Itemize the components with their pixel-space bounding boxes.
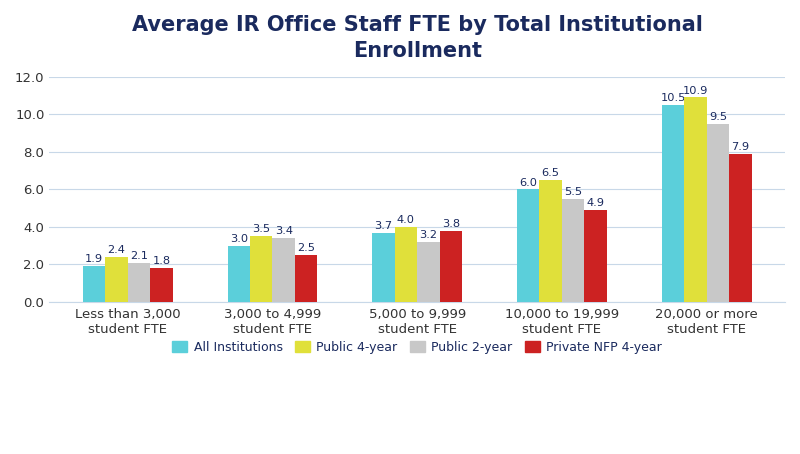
Text: 6.0: 6.0 <box>519 178 538 188</box>
Bar <box>394 227 417 302</box>
Text: 9.5: 9.5 <box>709 112 727 122</box>
Text: 5.5: 5.5 <box>564 187 582 197</box>
Text: 3.2: 3.2 <box>419 230 438 240</box>
Bar <box>539 180 562 302</box>
Text: 7.9: 7.9 <box>731 142 750 152</box>
Text: 3.8: 3.8 <box>442 219 460 229</box>
Text: 4.0: 4.0 <box>397 215 415 225</box>
Text: 1.9: 1.9 <box>85 254 103 264</box>
Bar <box>82 266 106 302</box>
Text: 3.7: 3.7 <box>374 221 393 231</box>
Legend: All Institutions, Public 4-year, Public 2-year, Private NFP 4-year: All Institutions, Public 4-year, Public … <box>167 336 667 359</box>
Text: 2.1: 2.1 <box>130 251 148 261</box>
Text: 10.9: 10.9 <box>682 86 708 96</box>
Bar <box>295 255 318 302</box>
Bar <box>584 210 607 302</box>
Bar <box>706 124 729 302</box>
Text: 3.5: 3.5 <box>252 224 270 234</box>
Bar <box>106 257 128 302</box>
Text: 4.9: 4.9 <box>586 198 605 208</box>
Text: 2.4: 2.4 <box>107 245 126 255</box>
Bar <box>517 189 539 302</box>
Bar <box>250 236 273 302</box>
Text: 3.4: 3.4 <box>274 226 293 236</box>
Bar <box>729 154 751 302</box>
Bar <box>417 242 440 302</box>
Bar <box>662 105 684 302</box>
Text: 10.5: 10.5 <box>660 93 686 103</box>
Text: 3.0: 3.0 <box>230 234 248 244</box>
Bar <box>128 262 150 302</box>
Text: 6.5: 6.5 <box>542 168 560 178</box>
Text: 2.5: 2.5 <box>297 243 315 253</box>
Bar <box>372 232 394 302</box>
Bar <box>150 268 173 302</box>
Bar <box>562 199 584 302</box>
Bar <box>440 231 462 302</box>
Bar <box>227 246 250 302</box>
Title: Average IR Office Staff FTE by Total Institutional
Enrollment: Average IR Office Staff FTE by Total Ins… <box>132 15 702 61</box>
Bar <box>273 238 295 302</box>
Bar <box>684 98 706 302</box>
Text: 1.8: 1.8 <box>152 257 170 266</box>
